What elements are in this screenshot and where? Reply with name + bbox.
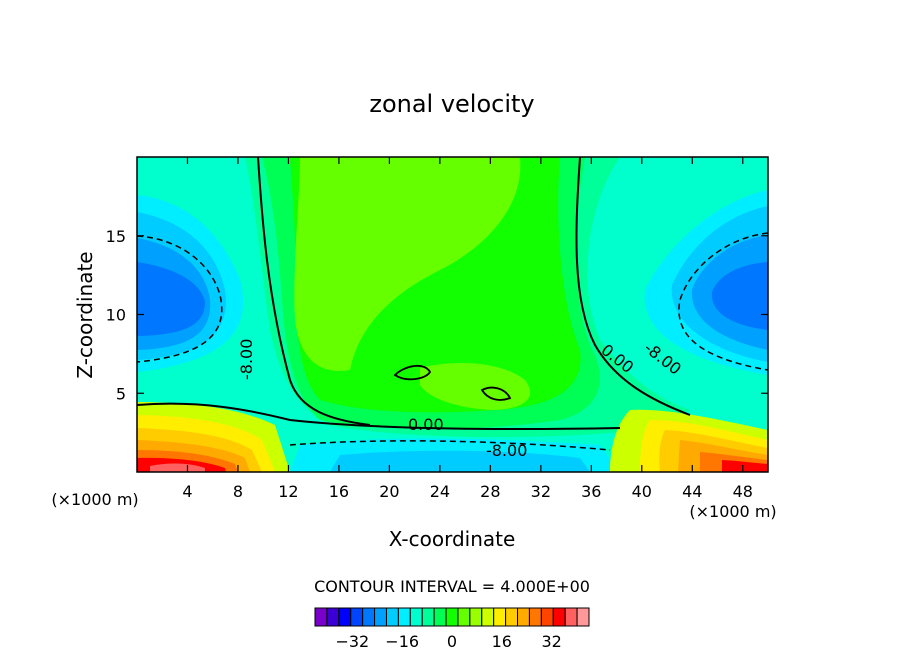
y-tick-label: 15: [106, 227, 126, 246]
x-tick-label: 8: [233, 482, 243, 501]
contour-label-neg8-2: -8.00: [237, 339, 256, 380]
contour-line-neg8-left: [137, 235, 223, 363]
x-axis: 4 8 12 16 20 24 28 32 36 40 44 48: [182, 157, 753, 501]
x-tick-label: 20: [379, 482, 399, 501]
colorbar-swatch: [552, 607, 566, 627]
contour-band-bottom-left-pink: [150, 463, 205, 472]
x-tick-label: 24: [430, 482, 450, 501]
colorbar: −32 −16 0 16 32: [314, 607, 590, 651]
contour-band-center-top: [294, 157, 521, 371]
contour-band-left-center: [137, 262, 205, 336]
x-tick-label: 16: [329, 482, 349, 501]
x-tick-label: 28: [480, 482, 500, 501]
contour-band-center-blob: [420, 363, 531, 410]
contour-line-zero-left: [257, 157, 371, 426]
y-axis: 5 10 15: [106, 227, 768, 403]
x-tick-label: 4: [182, 482, 192, 501]
colorbar-swatch: [576, 607, 590, 627]
x-tick-label: 36: [581, 482, 601, 501]
colorbar-swatch: [517, 607, 530, 627]
colorbar-tick-label: −32: [335, 632, 369, 651]
contour-label-zero-1: 0.00: [408, 415, 444, 434]
colorbar-swatch: [314, 607, 328, 627]
x-tick-label: 44: [682, 482, 702, 501]
colorbar-tick-label: 32: [541, 632, 561, 651]
contour-line-neg8-bottom: [289, 440, 611, 451]
colorbar-tick-label: −16: [385, 632, 419, 651]
colorbar-tick-label: 0: [447, 632, 457, 651]
colorbar-swatch: [481, 607, 495, 627]
chart-title: zonal velocity: [369, 90, 534, 118]
colorbar-swatch: [397, 607, 411, 627]
x-tick-label: 40: [632, 482, 652, 501]
colorbar-swatch: [528, 607, 542, 627]
x-unit-note-right: (×1000 m): [689, 502, 776, 521]
colorbar-swatch: [445, 607, 459, 627]
y-axis-label: Z-coordinate: [73, 251, 97, 378]
contour-field: 0.00 0.00 -8.00 -8.00 -8.00: [137, 157, 768, 472]
contour-lines: [137, 157, 768, 451]
colorbar-swatch: [493, 607, 507, 627]
colorbar-swatch: [540, 607, 554, 627]
contour-line-neg8-right: [678, 232, 768, 371]
contour-interval-text: CONTOUR INTERVAL = 4.000E+00: [314, 577, 590, 596]
colorbar-swatch: [362, 607, 376, 627]
x-axis-label: X-coordinate: [389, 527, 516, 551]
x-tick-label: 12: [278, 482, 298, 501]
colorbar-swatch: [505, 607, 519, 627]
y-tick-label: 5: [116, 384, 126, 403]
colorbar-swatch: [326, 607, 340, 627]
contour-line-zero-bottom: [137, 402, 621, 431]
colorbar-swatch: [338, 607, 352, 627]
colorbar-swatch: [457, 607, 471, 627]
contour-line-zero-right: [575, 157, 691, 416]
x-tick-label: 48: [733, 482, 753, 501]
colorbar-swatch: [350, 607, 364, 627]
colorbar-tick-label: 16: [492, 632, 512, 651]
colorbar-swatch: [421, 607, 435, 627]
contour-band-bottom-inner: [330, 450, 590, 472]
contour-label-neg8-1: -8.00: [486, 441, 527, 460]
colorbar-swatch: [385, 607, 399, 627]
contour-line-blob: [393, 365, 432, 381]
colorbar-swatch: [564, 607, 578, 627]
contour-line-blob-2: [480, 386, 512, 401]
colorbar-swatch: [409, 607, 423, 627]
colorbar-swatch: [469, 607, 483, 627]
x-tick-label: 32: [531, 482, 551, 501]
colorbar-swatch: [433, 607, 447, 627]
y-tick-label: 10: [106, 306, 126, 325]
contour-band-right-center: [711, 262, 768, 330]
colorbar-swatch: [374, 607, 387, 627]
contour-band-bottom-right-red: [722, 460, 768, 472]
x-unit-note-left: (×1000 m): [51, 490, 138, 509]
